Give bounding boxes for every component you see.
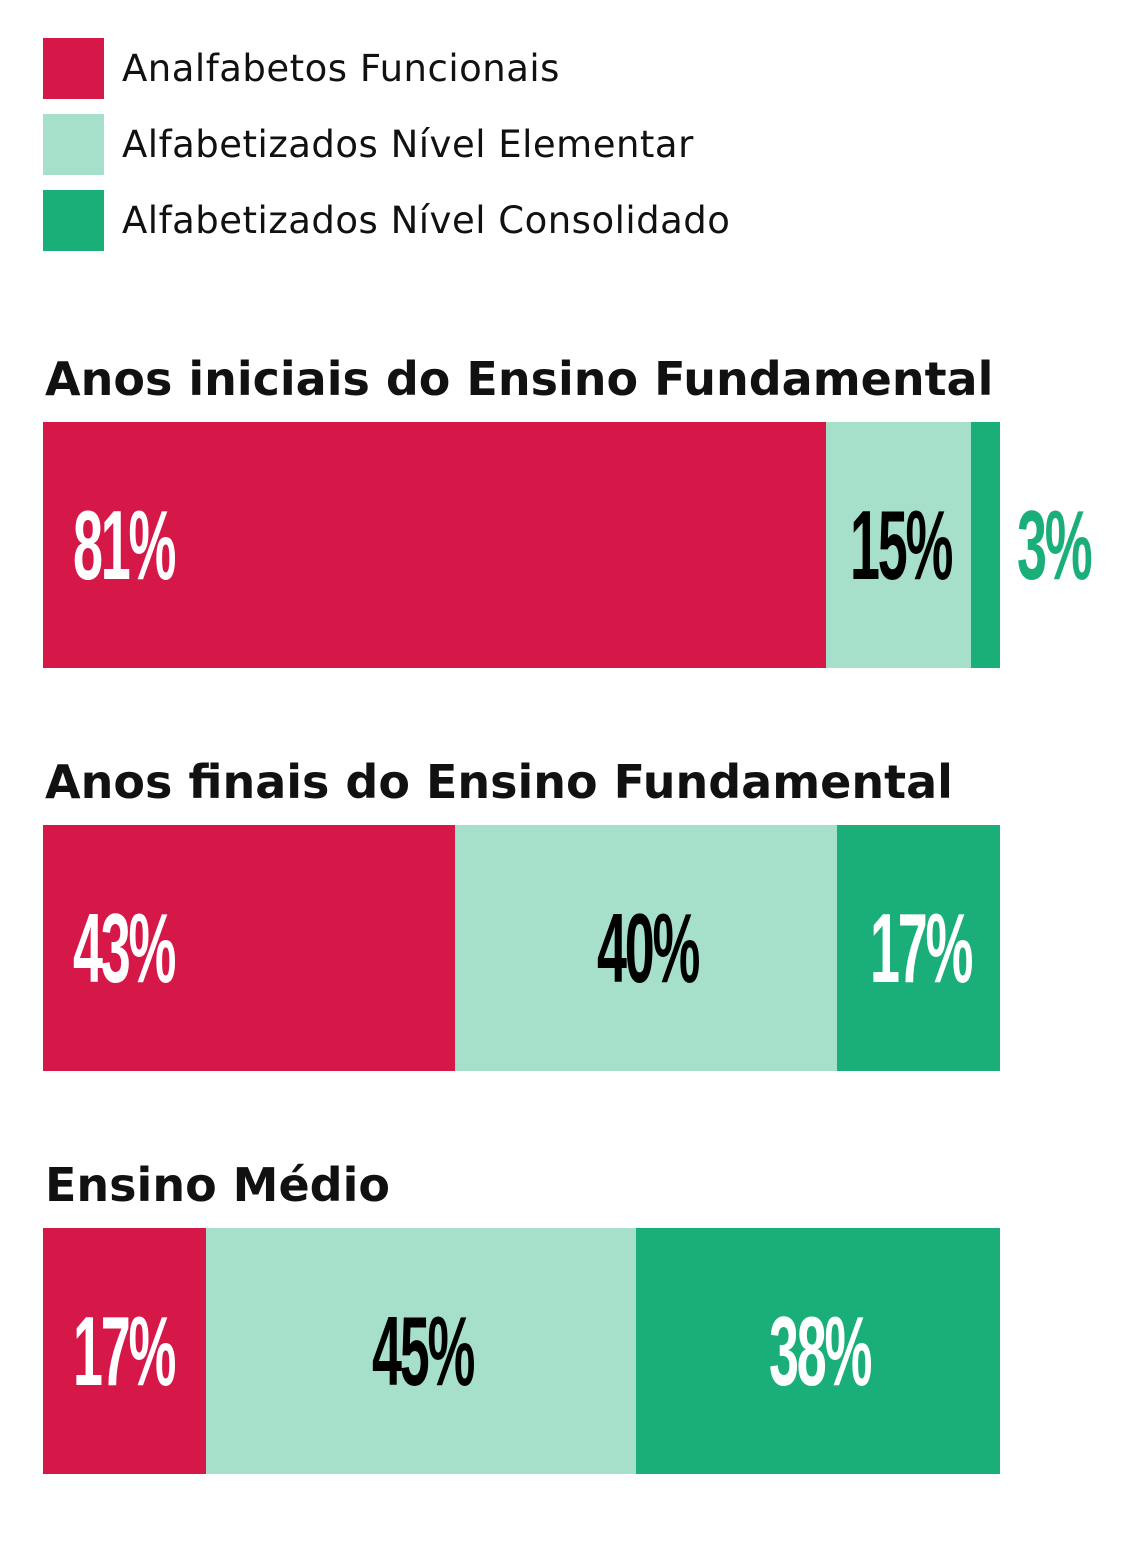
legend-item: Analfabetos Funcionais [43, 38, 560, 99]
legend-swatch [43, 114, 104, 175]
bar-segment [43, 422, 826, 668]
stacked-bar: 81% 15% 3% [43, 422, 1093, 668]
data-label: 81% [73, 490, 176, 600]
data-label: 43% [73, 893, 176, 1003]
data-label: 15% [849, 490, 953, 600]
legend-item: Alfabetizados Nível Elementar [43, 114, 694, 175]
data-label: 40% [597, 893, 700, 1003]
data-label: 3% [1017, 490, 1093, 600]
legend-label: Analfabetos Funcionais [122, 47, 560, 90]
data-label: 17% [869, 893, 973, 1003]
bar-segment [205, 1228, 637, 1474]
category-title: Ensino Médio [45, 1158, 390, 1212]
legend-item: Alfabetizados Nível Consolidado [43, 190, 730, 251]
bar-segment [826, 422, 971, 668]
bar-segment [636, 1228, 1000, 1474]
bar-segment [837, 825, 1000, 1071]
legend-swatch [43, 38, 104, 99]
legend-label: Alfabetizados Nível Consolidado [122, 199, 731, 242]
bar-segment [454, 825, 838, 1071]
bar-segment [43, 825, 455, 1071]
data-label: 45% [372, 1296, 475, 1406]
data-label: 17% [73, 1296, 176, 1406]
legend-swatch [43, 190, 104, 251]
category-title: Anos iniciais do Ensino Fundamental [45, 352, 994, 406]
bar-segment [971, 422, 1000, 668]
category-title: Anos finais do Ensino Fundamental [45, 755, 953, 809]
stacked-bar: 43% 40% 17% [43, 825, 1000, 1071]
bar-segment [43, 1228, 206, 1474]
data-label: 38% [769, 1296, 872, 1406]
legend-label: Alfabetizados Nível Elementar [122, 123, 694, 166]
stacked-bar: 17% 45% 38% [43, 1228, 1000, 1474]
